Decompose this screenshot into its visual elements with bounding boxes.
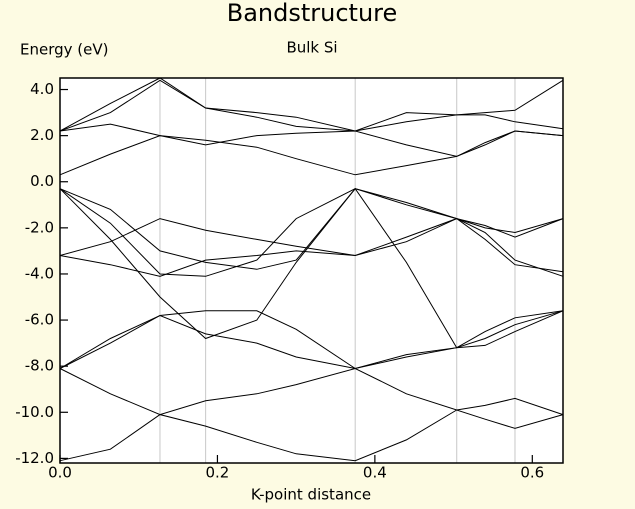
band-line — [59, 123, 564, 157]
band-line — [59, 77, 564, 132]
band-line — [59, 310, 564, 370]
plot-content — [59, 77, 564, 463]
band-line — [59, 188, 564, 277]
band-line — [59, 188, 564, 273]
x-tick-label: 0.4 — [363, 464, 387, 482]
plot-area — [60, 78, 563, 463]
band-line — [59, 79, 564, 132]
chart-title: Bandstructure — [227, 0, 398, 27]
band-line — [59, 187, 564, 349]
band-line — [59, 409, 564, 462]
chart-subtitle: Bulk Si — [286, 39, 337, 57]
band-line — [59, 310, 564, 370]
plot-frame — [59, 77, 564, 464]
band-line — [59, 218, 564, 257]
y-tick-label: -8.0 — [25, 357, 54, 375]
x-axis-label: K-point distance — [251, 486, 371, 504]
y-tick-label: 0.0 — [30, 172, 54, 190]
band-line — [59, 130, 564, 176]
x-tick-label: 0.0 — [48, 464, 72, 482]
y-tick-label: -4.0 — [25, 264, 54, 282]
y-tick-label: 2.0 — [30, 126, 54, 144]
y-tick-label: -10.0 — [15, 403, 54, 421]
y-tick-label: -12.0 — [15, 449, 54, 467]
y-tick-label: 4.0 — [30, 80, 54, 98]
band-line — [59, 218, 564, 277]
x-tick-label: 0.2 — [206, 464, 230, 482]
y-tick-label: -2.0 — [25, 218, 54, 236]
y-tick-label: -6.0 — [25, 311, 54, 329]
y-axis-label: Energy (eV) — [20, 41, 108, 59]
band-line — [59, 367, 564, 416]
x-tick-label: 0.6 — [520, 464, 544, 482]
